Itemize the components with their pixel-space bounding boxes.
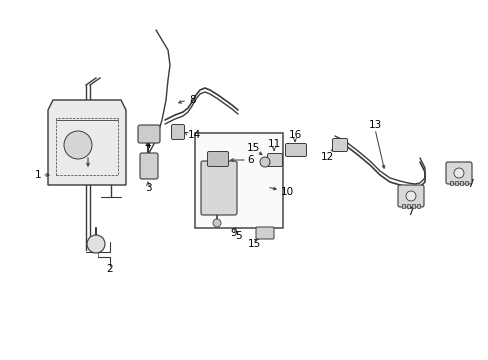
Text: 7: 7 <box>406 207 412 217</box>
Text: 8: 8 <box>189 95 196 105</box>
FancyBboxPatch shape <box>201 161 237 215</box>
Circle shape <box>405 191 415 201</box>
FancyBboxPatch shape <box>401 204 404 208</box>
FancyBboxPatch shape <box>416 204 419 208</box>
Circle shape <box>260 157 269 167</box>
FancyBboxPatch shape <box>454 181 457 185</box>
FancyBboxPatch shape <box>267 153 282 166</box>
Circle shape <box>453 168 463 178</box>
Text: 11: 11 <box>267 139 280 149</box>
Text: 10: 10 <box>280 187 293 197</box>
FancyBboxPatch shape <box>464 181 467 185</box>
FancyBboxPatch shape <box>285 144 306 157</box>
Text: 5: 5 <box>235 231 242 241</box>
FancyBboxPatch shape <box>445 162 471 184</box>
FancyBboxPatch shape <box>449 181 452 185</box>
Polygon shape <box>48 100 126 185</box>
Text: 3: 3 <box>144 183 151 193</box>
Text: 15: 15 <box>247 239 260 249</box>
Circle shape <box>64 131 92 159</box>
Text: 15: 15 <box>246 143 259 153</box>
Circle shape <box>213 219 221 227</box>
FancyBboxPatch shape <box>411 204 414 208</box>
FancyBboxPatch shape <box>397 185 423 207</box>
FancyBboxPatch shape <box>332 139 347 152</box>
Text: 6: 6 <box>247 155 254 165</box>
FancyBboxPatch shape <box>140 153 158 179</box>
FancyBboxPatch shape <box>459 181 462 185</box>
FancyBboxPatch shape <box>256 227 273 239</box>
Text: 12: 12 <box>320 152 333 162</box>
FancyBboxPatch shape <box>207 152 228 166</box>
Circle shape <box>87 235 105 253</box>
FancyBboxPatch shape <box>171 125 184 139</box>
FancyBboxPatch shape <box>138 125 160 143</box>
Text: 13: 13 <box>367 120 381 130</box>
Text: 14: 14 <box>187 130 200 140</box>
FancyBboxPatch shape <box>406 204 409 208</box>
Text: 4: 4 <box>144 140 151 150</box>
Text: 2: 2 <box>106 264 113 274</box>
Bar <box>195 133 283 228</box>
Text: 16: 16 <box>288 130 301 140</box>
Text: 9: 9 <box>230 228 237 238</box>
Text: 7: 7 <box>466 179 472 189</box>
Text: 1: 1 <box>35 170 41 180</box>
